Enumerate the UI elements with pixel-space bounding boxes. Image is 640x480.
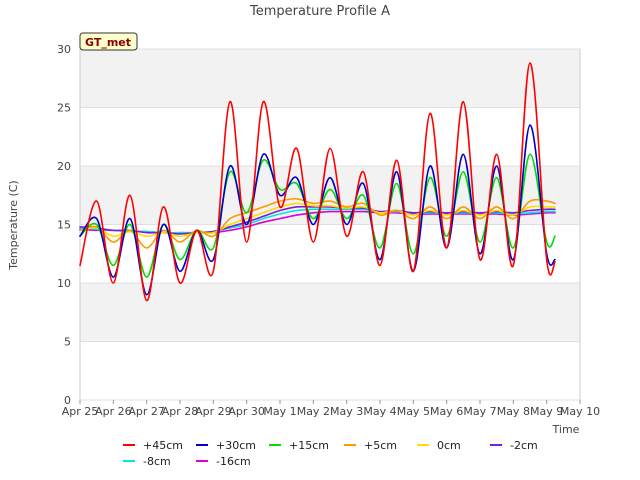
- gt-met-badge-text: GT_met: [85, 36, 131, 49]
- x-axis-label: Time: [552, 423, 580, 436]
- x-tick-label: May 5: [397, 405, 430, 418]
- legend: +45cm +30cm +15cm +5cm 0cm -2cm -8cm -16cm: [123, 439, 538, 468]
- legend-label: -16cm: [216, 455, 251, 468]
- legend-label: -2cm: [510, 439, 538, 452]
- x-tick-label: May 10: [560, 405, 600, 418]
- y-tick-label: 15: [57, 219, 71, 232]
- x-tick-label: May 3: [330, 405, 363, 418]
- legend-label: +5cm: [364, 439, 397, 452]
- legend-label: +15cm: [289, 439, 329, 452]
- legend-label: +30cm: [216, 439, 256, 452]
- chart-title: Temperature Profile A: [249, 4, 390, 19]
- y-tick-label: 5: [64, 336, 71, 349]
- legend-label: -8cm: [143, 455, 171, 468]
- y-axis-label: Temperature (C): [7, 180, 20, 270]
- y-tick-label: 20: [57, 160, 71, 173]
- grid-band: [80, 283, 580, 342]
- x-tick-label: Apr 26: [95, 405, 132, 418]
- series-line-45cm: [79, 62, 556, 302]
- grid-band: [80, 341, 580, 400]
- x-tick-label: Apr 30: [228, 405, 265, 418]
- y-tick-label: 30: [57, 43, 71, 56]
- gt-met-badge: GT_met: [79, 32, 138, 51]
- x-tick-label: May 4: [363, 405, 396, 418]
- x-tick-label: Apr 28: [162, 405, 199, 418]
- legend-label: +45cm: [143, 439, 183, 452]
- y-tick-label: 0: [64, 394, 71, 407]
- x-tick-label: Apr 29: [195, 405, 232, 418]
- x-tick-label: May 2: [297, 405, 330, 418]
- legend-label: 0cm: [437, 439, 461, 452]
- grid-band: [80, 107, 580, 166]
- series-lines: [79, 62, 556, 302]
- y-tick-label: 25: [57, 102, 71, 115]
- x-tick-label: Apr 25: [62, 405, 99, 418]
- x-tick-label: May 8: [497, 405, 530, 418]
- y-axis: 0 5 10 15 20 25 30: [57, 43, 580, 407]
- x-tick-label: May 6: [430, 405, 463, 418]
- x-tick-label: May 9: [530, 405, 563, 418]
- x-tick-label: Apr 27: [128, 405, 165, 418]
- grid-band: [80, 49, 580, 108]
- grid-band: [80, 224, 580, 283]
- x-tick-label: May 1: [263, 405, 296, 418]
- x-tick-label: May 7: [463, 405, 496, 418]
- plot-background-bands: [80, 49, 580, 400]
- y-tick-label: 10: [57, 277, 71, 290]
